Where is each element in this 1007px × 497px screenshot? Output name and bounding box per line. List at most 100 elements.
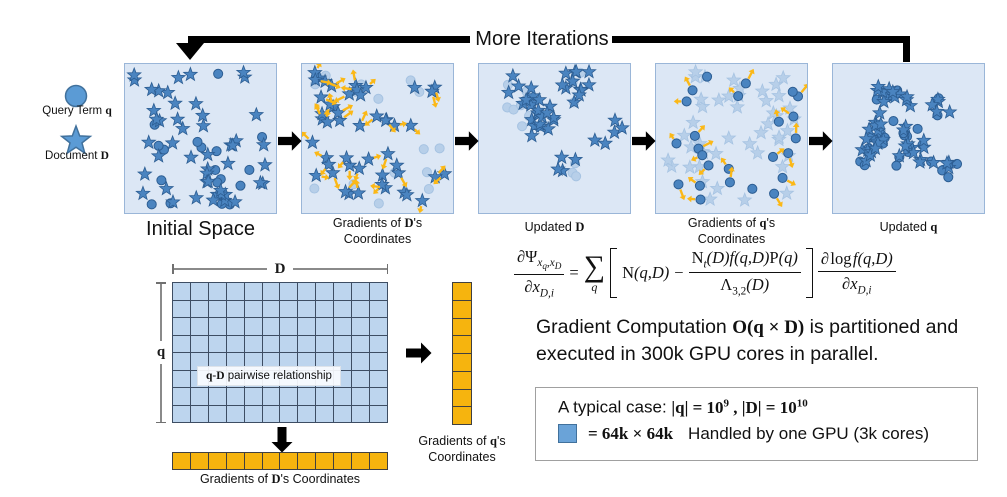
gradient-arrow-icon bbox=[400, 177, 408, 188]
star-marker bbox=[505, 67, 521, 83]
star-marker bbox=[164, 134, 181, 150]
vector-cell bbox=[370, 453, 388, 470]
circle-marker bbox=[694, 180, 705, 191]
gradient-arrow-icon bbox=[684, 76, 691, 87]
star-marker bbox=[897, 137, 914, 153]
tile-size: = 64k × 64k bbox=[588, 423, 674, 443]
star-marker bbox=[195, 117, 212, 133]
star-marker bbox=[687, 64, 704, 79]
tail-num: ∂ log f(q,D) bbox=[817, 249, 896, 273]
star-marker bbox=[135, 185, 151, 201]
dim-tick bbox=[386, 264, 388, 274]
matrix-cell bbox=[280, 405, 299, 423]
left-bracket bbox=[610, 248, 618, 298]
arrow-shaft bbox=[325, 98, 334, 104]
dim-tick bbox=[156, 282, 166, 284]
query-term-icon bbox=[64, 84, 88, 108]
gradient-arrow-icon bbox=[315, 64, 322, 69]
gradient-arrow-icon bbox=[321, 173, 330, 181]
circle-marker bbox=[671, 138, 682, 149]
star-marker bbox=[872, 115, 889, 131]
arrow-head bbox=[324, 111, 331, 117]
document-icon bbox=[59, 123, 93, 155]
label-text: 's bbox=[413, 216, 423, 230]
arrow-head bbox=[673, 98, 679, 105]
star-marker bbox=[414, 192, 431, 208]
matrix-cell bbox=[280, 283, 299, 301]
gradient-arrow-icon bbox=[698, 168, 706, 175]
circle-marker bbox=[740, 78, 751, 89]
matrix-cell bbox=[226, 388, 245, 406]
gradient-arrow-icon bbox=[691, 155, 698, 162]
arrow-shaft bbox=[747, 71, 753, 80]
panel-label-initial-space: Initial Space bbox=[124, 217, 277, 241]
arrow-shaft bbox=[382, 158, 388, 167]
star-marker bbox=[542, 98, 558, 114]
loop-arrow-vertical bbox=[903, 36, 910, 62]
gradient-arrow-icon bbox=[673, 98, 682, 105]
matrix-cell bbox=[262, 335, 281, 353]
label-line: Gradients of q's bbox=[400, 433, 524, 449]
circle-marker bbox=[244, 164, 255, 175]
arrow-shaft bbox=[775, 197, 782, 205]
matrix-cell bbox=[370, 335, 388, 353]
typical-case-box: A typical case: |q| = 109 , |D| = 1010 =… bbox=[535, 387, 978, 461]
matrix-cell bbox=[280, 335, 299, 353]
circle-marker bbox=[687, 85, 698, 96]
star-marker bbox=[248, 106, 265, 122]
star-marker bbox=[587, 132, 603, 148]
legend-query-label: Query Term q bbox=[22, 105, 132, 117]
matrix-cell bbox=[370, 370, 388, 388]
gradient-arrow-icon bbox=[728, 87, 735, 94]
sigma-symbol: ∑ bbox=[583, 250, 606, 284]
arrow-head bbox=[376, 153, 382, 161]
circle-marker bbox=[703, 160, 714, 171]
vector-cell bbox=[453, 283, 472, 301]
loop-arrowhead-down-icon bbox=[176, 43, 204, 60]
star-marker bbox=[702, 191, 718, 207]
star-marker bbox=[313, 89, 329, 104]
label-text: 's Coordinates bbox=[280, 472, 361, 486]
star-marker bbox=[581, 76, 597, 92]
panel-label-updated-q: Updated q bbox=[832, 219, 985, 235]
gradient-arrow-icon bbox=[728, 166, 735, 178]
matrix-to-rowvec-arrow-icon bbox=[271, 427, 293, 453]
gradient-arrow-icon bbox=[340, 84, 352, 92]
star-marker bbox=[523, 79, 540, 95]
arrow-head bbox=[679, 194, 686, 201]
star-marker bbox=[550, 161, 566, 177]
star-marker bbox=[358, 79, 374, 95]
arrow-head bbox=[434, 96, 441, 102]
star-marker bbox=[165, 193, 181, 209]
gradient-computation-caption: Gradient Computation O(q × D) is partiti… bbox=[536, 314, 996, 368]
label-text: 's bbox=[766, 216, 776, 230]
matrix-cell bbox=[208, 318, 227, 336]
matrix-cell bbox=[173, 283, 191, 301]
circle-marker bbox=[695, 194, 706, 205]
gradient-arrow-icon bbox=[314, 150, 323, 157]
label-symbol: D bbox=[575, 220, 585, 234]
arrow-shaft bbox=[722, 160, 727, 166]
gradient-arrow-icon bbox=[370, 182, 381, 190]
label-text: Gradients of bbox=[687, 216, 760, 230]
gradient-arrow-icon bbox=[786, 179, 796, 186]
arrow-shaft bbox=[794, 126, 798, 134]
formula-tail: ∂ log f(q,D) ∂xD,i bbox=[817, 249, 896, 297]
scatter-gradients-d bbox=[302, 64, 453, 213]
gradient-arrow-icon bbox=[364, 118, 374, 126]
arrow-head bbox=[698, 169, 705, 175]
star-marker bbox=[174, 120, 191, 136]
matrix-cell bbox=[173, 335, 191, 353]
star-marker bbox=[725, 72, 742, 88]
star-marker bbox=[525, 87, 542, 103]
star-marker bbox=[925, 154, 942, 170]
arrow-shaft bbox=[336, 95, 345, 102]
star-marker bbox=[939, 155, 955, 170]
matrix-cell bbox=[334, 405, 353, 423]
arrow-shaft bbox=[783, 108, 790, 115]
star-marker bbox=[614, 119, 630, 135]
gradient-arrow-icon bbox=[337, 161, 344, 169]
matrix-cell bbox=[208, 300, 227, 318]
arrow-shaft bbox=[786, 179, 794, 185]
star-marker bbox=[374, 176, 390, 192]
